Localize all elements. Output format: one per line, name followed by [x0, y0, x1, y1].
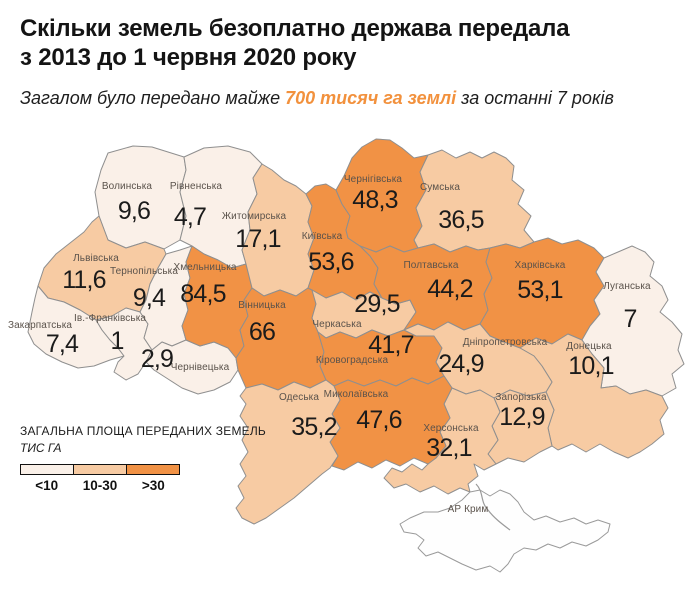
sivash-arabat-line — [475, 483, 511, 531]
legend-label-mid: 10-30 — [82, 478, 118, 493]
region-label: Хмельницька — [173, 262, 236, 273]
legend: ЗАГАЛЬНА ПЛОЩА ПЕРЕДАНИХ ЗЕМЕЛЬ ТИС ГА <… — [20, 424, 270, 493]
region-value: 4,7 — [174, 203, 206, 231]
region-value: 32,1 — [426, 434, 471, 462]
page-title: Скільки земель безоплатно держава переда… — [20, 14, 680, 72]
region-zakarpatska — [27, 285, 125, 369]
region-value: 9,4 — [133, 284, 166, 312]
region-value: 44,2 — [427, 275, 472, 303]
region-label: Херсонська — [423, 423, 479, 434]
title-line-2: з 2013 до 1 червня 2020 року — [20, 44, 357, 71]
region-odeska — [235, 379, 341, 525]
region-label: Закарпатська — [8, 320, 72, 331]
legend-label-low: <10 — [35, 478, 59, 493]
region-value: 12,9 — [499, 403, 544, 431]
region-sumska — [413, 149, 535, 253]
region-value: 53,6 — [308, 248, 353, 276]
region-value: 47,6 — [356, 406, 401, 434]
legend-color-bar — [20, 464, 180, 475]
region-luhanska — [581, 245, 685, 397]
legend-labels: <10 10-30 >30 — [20, 478, 180, 493]
region-label: Донецька — [566, 341, 612, 352]
region-label: Київська — [302, 231, 343, 242]
legend-label-high: >30 — [141, 478, 165, 493]
region-label: Тернопільська — [110, 266, 178, 277]
region-label: Черкаська — [312, 319, 362, 330]
region-label: Чернігівська — [344, 174, 403, 185]
region-label: Чернівецька — [171, 362, 230, 373]
region-label: Львівська — [73, 253, 119, 264]
region-label: Одеська — [279, 392, 319, 403]
region-label: Вінницька — [238, 300, 286, 311]
subtitle-highlight: 700 тисяч га землі — [285, 88, 457, 108]
region-value: 11,6 — [62, 266, 106, 294]
region-label: Полтавська — [404, 260, 459, 271]
region-value: 48,3 — [352, 186, 397, 214]
subtitle-pre: Загалом було передано майже — [20, 88, 286, 108]
region-ivano-frankivska — [95, 307, 153, 381]
region-label: Волинська — [102, 181, 153, 192]
region-value: 7 — [623, 305, 636, 333]
legend-swatch-low — [21, 465, 74, 474]
region-label: Запорізька — [495, 392, 547, 403]
region-label: Миколаївська — [324, 389, 389, 400]
region-value: 1 — [110, 327, 123, 355]
region-value: 10,1 — [568, 352, 613, 380]
region-value: 66 — [249, 318, 275, 346]
region-label: Харківська — [515, 260, 566, 271]
legend-title: ЗАГАЛЬНА ПЛОЩА ПЕРЕДАНИХ ЗЕМЕЛЬ — [20, 424, 266, 438]
subtitle: Загалом було передано майже 700 тисяч га… — [20, 88, 680, 109]
region-label: Ів.-Франківська — [74, 313, 146, 324]
region-label: Сумська — [420, 182, 460, 193]
region-label: Житомирська — [222, 211, 287, 222]
region-crimea-outline — [399, 489, 611, 573]
legend-unit: ТИС ГА — [20, 441, 62, 455]
region-value: 36,5 — [438, 206, 483, 234]
region-value: 24,9 — [438, 350, 483, 378]
region-value: 41,7 — [368, 331, 413, 359]
region-label: Луганська — [603, 281, 651, 292]
region-value: 84,5 — [180, 280, 225, 308]
region-value: 17,1 — [235, 225, 280, 253]
region-value: 53,1 — [517, 276, 562, 304]
region-label: Рівненська — [170, 181, 223, 192]
region-label-crimea: АР Крим — [448, 504, 489, 515]
header: Скільки земель безоплатно держава переда… — [20, 14, 680, 109]
region-label: Кіровоградська — [316, 355, 389, 366]
legend-swatch-high — [127, 465, 179, 474]
region-value: 7,4 — [46, 330, 79, 358]
region-value: 29,5 — [354, 290, 399, 318]
legend-swatch-mid — [74, 465, 127, 474]
title-line-1: Скільки земель безоплатно держава переда… — [20, 15, 570, 42]
region-label: Дніпропетровська — [463, 337, 548, 348]
region-value: 2,9 — [141, 345, 173, 373]
region-value: 35,2 — [291, 413, 336, 441]
region-value: 9,6 — [118, 197, 150, 225]
subtitle-post: за останні 7 років — [456, 88, 614, 108]
